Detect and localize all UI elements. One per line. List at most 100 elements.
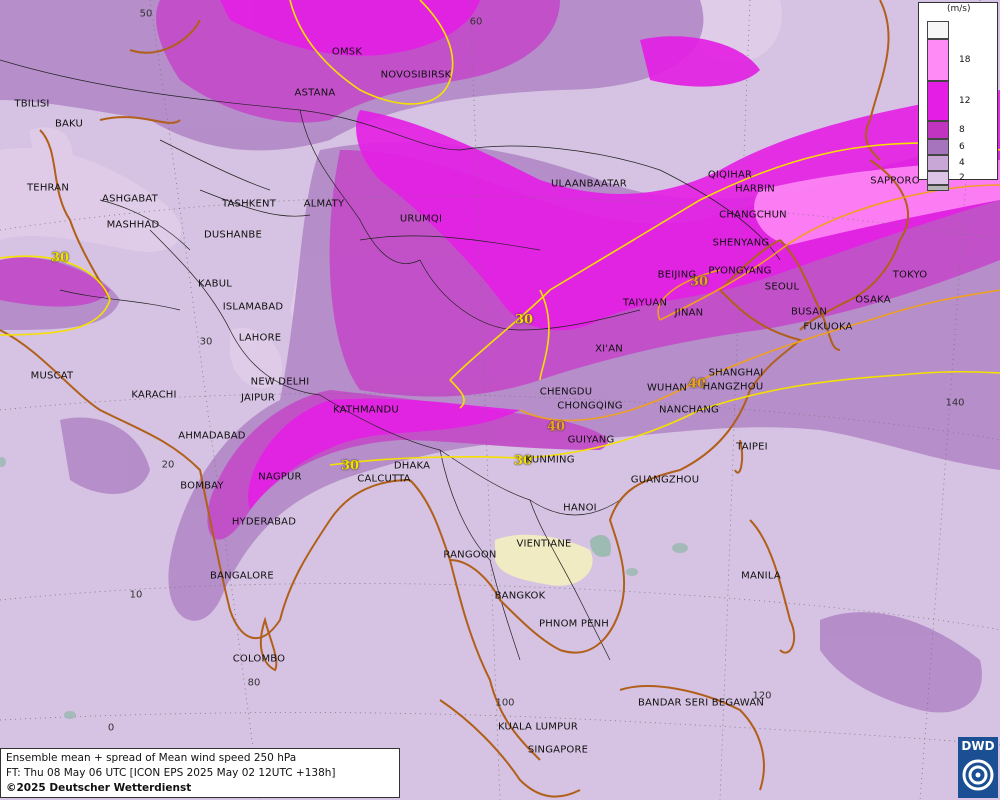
legend-value: 2 <box>959 173 965 183</box>
city-label: TAIYUAN <box>622 297 668 309</box>
contour-label-30: 30 <box>50 250 70 266</box>
city-label: HYDERABAD <box>231 516 297 528</box>
city-label: NOVOSIBIRSK <box>380 69 452 81</box>
city-label: OSAKA <box>855 294 891 306</box>
country-borders <box>0 59 781 661</box>
city-label: MASHHAD <box>106 219 160 231</box>
city-label: FUKUOKA <box>803 321 853 333</box>
city-label: URUMQI <box>399 213 443 225</box>
legend-swatch <box>927 39 949 81</box>
lon-label: 120 <box>752 690 772 702</box>
city-label: SINGAPORE <box>527 744 589 756</box>
lat-label: 10 <box>129 589 143 601</box>
city-label: BAKU <box>54 118 84 130</box>
city-label: CHONGQING <box>557 400 623 412</box>
color-legend: (m/s) 18 12 8 6 4 2 <box>918 2 998 191</box>
city-label: WUHAN <box>646 382 688 394</box>
contour-label-30: 30 <box>514 312 534 328</box>
city-label: SHANGHAI <box>708 367 764 379</box>
city-label: NANCHANG <box>659 404 719 416</box>
city-label: ISLAMABAD <box>222 301 284 313</box>
city-label: BANDAR SERI BEGAWAN <box>637 697 765 709</box>
city-label: BOMBAY <box>180 480 224 492</box>
legend-swatch <box>927 139 949 155</box>
contour-label-40: 40 <box>687 376 707 392</box>
lat-label: 20 <box>161 459 175 471</box>
city-label: SAPPORO <box>870 175 920 187</box>
city-label: KUNMING <box>525 454 575 466</box>
city-label: MANILA <box>741 570 781 582</box>
city-label: TAIPEI <box>736 441 768 453</box>
city-label: AHMADABAD <box>178 430 246 442</box>
city-label: KATHMANDU <box>333 404 399 416</box>
city-label: ASTANA <box>294 87 336 99</box>
city-label: XI'AN <box>595 343 623 355</box>
lon-label: 140 <box>945 397 965 409</box>
city-label: SEOUL <box>764 281 800 293</box>
legend-swatch <box>927 171 949 185</box>
legend-unit: (m/s) <box>947 4 971 14</box>
city-label: HANGZHOU <box>702 381 764 393</box>
city-label: SHENYANG <box>712 237 770 249</box>
legend-value: 18 <box>959 55 971 65</box>
contour-label-40: 40 <box>546 419 566 435</box>
city-label: ALMATY <box>303 198 345 210</box>
legend-swatch <box>927 81 949 121</box>
city-label: JAIPUR <box>240 392 276 404</box>
legend-value: 4 <box>959 158 965 168</box>
info-box: Ensemble mean + spread of Mean wind spee… <box>0 748 400 798</box>
city-label: TOKYO <box>892 269 928 281</box>
city-label: KUALA LUMPUR <box>498 721 578 733</box>
city-label: HANOI <box>563 502 597 514</box>
city-label: PYONGYANG <box>708 265 772 277</box>
dwd-swirl-icon <box>962 759 994 791</box>
dwd-logo: DWD <box>958 737 998 798</box>
contour-label-30: 30 <box>340 458 360 474</box>
city-label: HARBIN <box>735 183 775 195</box>
city-label: OMSK <box>331 46 363 58</box>
city-label: BUSAN <box>790 306 828 318</box>
city-label: TBILISI <box>14 98 50 110</box>
lat-label: 30 <box>199 336 213 348</box>
city-label: COLOMBO <box>232 653 286 665</box>
city-label: BEIJING <box>657 269 697 281</box>
city-label: GUIYANG <box>567 434 615 446</box>
legend-swatch <box>927 121 949 139</box>
city-label: CHENGDU <box>539 386 593 398</box>
lat-label: 50 <box>139 8 153 20</box>
city-label: BANGKOK <box>494 590 546 602</box>
city-label: NEW DELHI <box>250 376 310 388</box>
city-label: KABUL <box>198 278 232 290</box>
city-label: ASHGABAT <box>102 193 158 205</box>
spread-small-patches <box>0 457 688 719</box>
city-label: PHNOM PENH <box>538 618 610 630</box>
city-label: LAHORE <box>238 332 282 344</box>
city-label: JINAN <box>674 307 704 319</box>
spread-patch <box>495 534 611 586</box>
city-label: CHANGCHUN <box>719 209 787 221</box>
city-label: TEHRAN <box>26 182 70 194</box>
info-forecast-time: FT: Thu 08 May 06 UTC [ICON EPS 2025 May… <box>6 767 336 779</box>
city-label: TASHKENT <box>221 198 277 210</box>
contour-label-30: 30 <box>513 453 533 469</box>
city-label: ULAANBAATAR <box>551 178 627 190</box>
legend-swatch <box>927 21 949 39</box>
city-label: BANGALORE <box>210 570 274 582</box>
city-label: QIQIHAR <box>707 169 753 181</box>
info-title: Ensemble mean + spread of Mean wind spee… <box>6 752 297 764</box>
city-label: KARACHI <box>131 389 177 401</box>
lon-label: 80 <box>247 677 261 689</box>
contour-label-30: 30 <box>689 274 709 290</box>
city-label: GUANGZHOU <box>630 474 700 486</box>
city-label: NAGPUR <box>258 471 302 483</box>
lat-label: 60 <box>469 16 483 28</box>
legend-value: 12 <box>959 96 971 106</box>
lon-label: 100 <box>495 697 515 709</box>
legend-swatch <box>927 155 949 171</box>
dwd-logo-text: DWD <box>961 739 995 753</box>
info-copyright: ©2025 Deutscher Wetterdienst <box>6 782 192 794</box>
legend-value: 6 <box>959 142 965 152</box>
legend-swatch <box>927 185 949 191</box>
